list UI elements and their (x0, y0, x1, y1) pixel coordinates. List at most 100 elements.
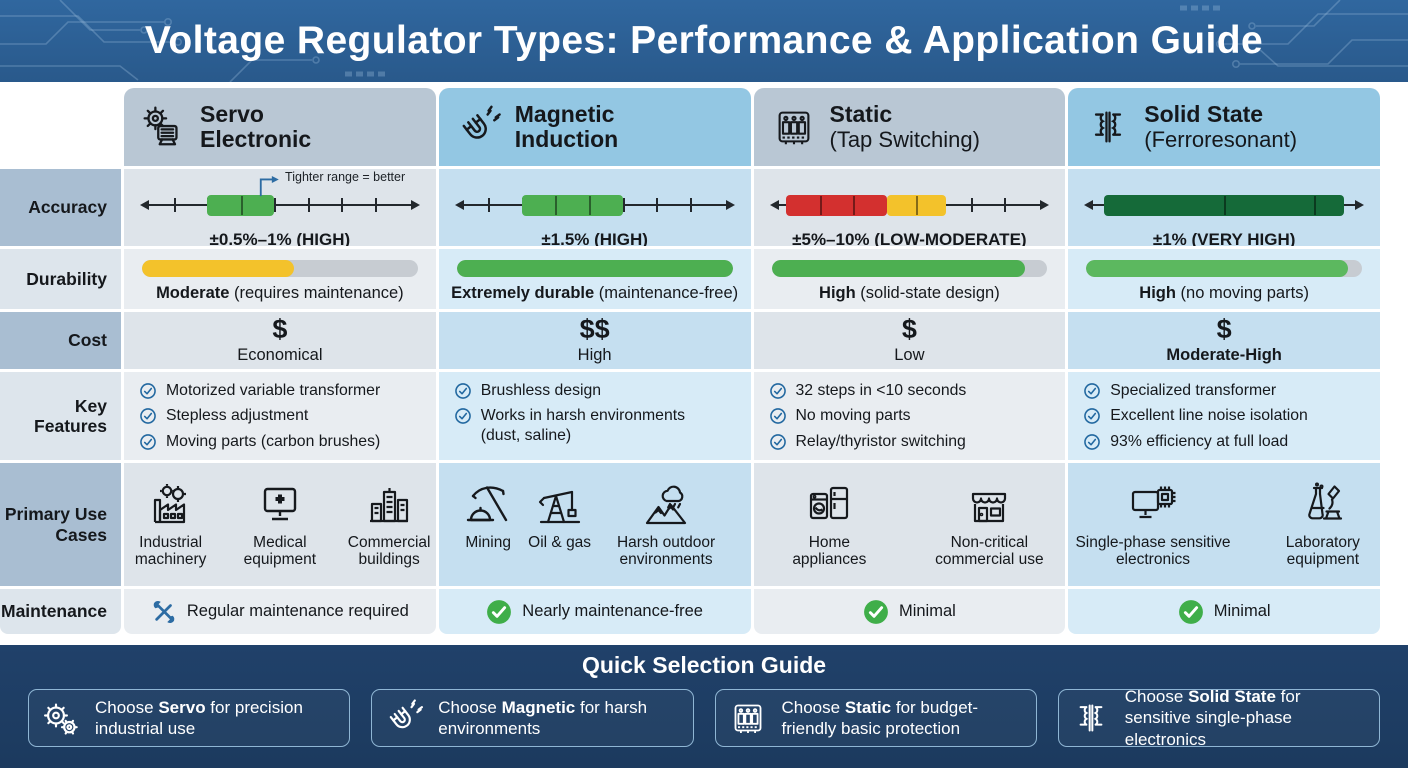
durability-label: Moderate (requires maintenance) (156, 284, 404, 302)
cell-servo-accuracy: Tighter range = better ±0.5%–1% (HIGH) (124, 169, 436, 246)
cell-magnetic-maintenance: Nearly maintenance-free (438, 589, 751, 634)
accuracy-scale (454, 191, 735, 221)
feature-item: Relay/thyristor switching (769, 432, 1058, 451)
use-case-item: Commercial buildings (343, 476, 436, 569)
guide-card-text: Choose Servo for precision industrial us… (95, 697, 303, 738)
feature-item: Motorized variable transformer (139, 381, 428, 400)
feature-item: Moving parts (carbon brushes) (139, 432, 428, 451)
use-case-item: Industrial machinery (124, 476, 217, 569)
cell-servo-use-cases: Industrial machinery Medical equipment C… (124, 463, 436, 586)
check-circle-icon (139, 433, 157, 451)
cell-solid-use-cases: Single-phase sensitive electronics Labor… (1068, 463, 1380, 586)
feature-item: Specialized transformer (1083, 381, 1372, 400)
cell-solid-accuracy: ±1% (VERY HIGH) (1068, 169, 1380, 246)
check-circle-icon (139, 407, 157, 425)
feature-item: Works in harsh environments (dust, salin… (454, 406, 743, 445)
circuit-pattern-decoration (0, 0, 1408, 82)
guide-card-text: Choose Static for budget-friendly basic … (781, 697, 979, 738)
cell-static-durability: High (solid-state design) (753, 249, 1066, 309)
check-circle-icon (769, 382, 787, 400)
row-label-key-features: Key Features (0, 372, 121, 460)
durability-fill (1086, 260, 1349, 277)
cell-magnetic-use-cases: Mining Oil & gas Harsh outdoor environme… (438, 463, 751, 586)
durability-track (456, 260, 733, 277)
column-title: Magnetic (514, 100, 615, 127)
feature-item: 32 steps in <10 seconds (769, 381, 1058, 400)
cost-label: Low (894, 346, 925, 364)
row-label-accuracy: Accuracy (0, 169, 121, 246)
guide-card-static: Choose Static for budget-friendly basic … (714, 689, 1037, 747)
guide-card-text: Choose Magnetic for harsh environments (438, 697, 648, 738)
feature-item: No moving parts (769, 406, 1058, 425)
check-green-icon (486, 599, 512, 625)
durability-fill (456, 260, 733, 277)
check-circle-icon (769, 407, 787, 425)
cell-solid-durability: High (no moving parts) (1068, 249, 1380, 309)
quick-guide-title: Quick Selection Guide (581, 652, 827, 678)
cell-magnetic-cost: $$ High (438, 312, 751, 369)
check-green-icon (1178, 599, 1204, 625)
durability-track (771, 260, 1048, 277)
accuracy-value: ±0.5%–1% (HIGH) (209, 230, 351, 246)
durability-fill (142, 260, 294, 277)
accuracy-value: ±5%–10% (LOW-MODERATE) (792, 230, 1027, 246)
gear-motor-icon (141, 104, 187, 150)
check-circle-icon (454, 407, 472, 425)
page-title: Voltage Regulator Types: Performance & A… (144, 19, 1264, 62)
comparison-table: Servo Electronic Magnetic Induction Static… (0, 88, 1380, 634)
magnet-icon (456, 104, 502, 150)
lab-equipment-icon (1299, 481, 1347, 529)
durability-label: High (solid-state design) (819, 284, 1000, 302)
cost-symbol: $ (272, 314, 288, 344)
durability-track (142, 260, 418, 277)
accuracy-value: ±1.5% (HIGH) (541, 230, 648, 246)
durability-label: High (no moving parts) (1139, 284, 1309, 302)
use-case-item: Mining (464, 476, 512, 551)
cost-label: Moderate-High (1166, 346, 1282, 364)
durability-label: Extremely durable (maintenance-free) (451, 284, 739, 302)
oil-pump-icon (536, 481, 584, 529)
buildings-icon (365, 481, 413, 529)
cost-label: Economical (237, 346, 323, 364)
magnet-icon (384, 698, 424, 738)
mountains-rain-icon (642, 481, 690, 529)
accuracy-scale (1084, 191, 1364, 221)
cell-static-features: 32 steps in <10 seconds No moving parts … (753, 372, 1066, 460)
accuracy-scale (140, 191, 420, 221)
durability-fill (771, 260, 1026, 277)
transformer-icon (1071, 698, 1111, 738)
check-circle-icon (769, 433, 787, 451)
cell-solid-maintenance: Minimal (1068, 589, 1380, 634)
check-circle-icon (1083, 382, 1101, 400)
guide-card-text: Choose Solid State for sensitive single-… (1124, 687, 1301, 749)
check-circle-icon (1083, 407, 1101, 425)
use-case-item: Non-critical commercial use (930, 476, 1048, 569)
quick-selection-guide: Quick Selection Guide Choose Servo for p… (0, 645, 1408, 768)
page-header: Voltage Regulator Types: Performance & A… (0, 0, 1408, 82)
factory-icon (147, 481, 195, 529)
guide-card-magnetic: Choose Magnetic for harsh environments (371, 689, 694, 747)
guide-card-solid-state: Choose Solid State for sensitive single-… (1057, 687, 1380, 749)
accuracy-value: ±1% (VERY HIGH) (1152, 230, 1296, 246)
cell-static-maintenance: Minimal (753, 589, 1066, 634)
cell-magnetic-durability: Extremely durable (maintenance-free) (438, 249, 751, 309)
check-circle-icon (454, 382, 472, 400)
check-circle-icon (1083, 433, 1101, 451)
column-header-static: Static (Tap Switching) (753, 88, 1066, 166)
cell-servo-cost: $ Economical (124, 312, 436, 369)
column-subtitle: (Tap Switching) (829, 126, 980, 152)
check-green-icon (863, 599, 889, 625)
cell-servo-durability: Moderate (requires maintenance) (124, 249, 436, 309)
appliances-icon (805, 481, 853, 529)
column-header-magnetic: Magnetic Induction (438, 88, 751, 166)
cell-magnetic-accuracy: ±1.5% (HIGH) (438, 169, 751, 246)
cost-symbol: $ (901, 314, 917, 344)
use-case-item: Medical equipment (233, 476, 326, 569)
cell-solid-cost: $ Moderate-High (1068, 312, 1380, 369)
cost-symbol: $$ (579, 314, 610, 344)
check-circle-icon (139, 382, 157, 400)
row-label-maintenance: Maintenance (0, 589, 121, 634)
row-label-durability: Durability (0, 249, 121, 309)
pickaxe-icon (464, 481, 512, 529)
circuit-board-icon (771, 104, 817, 150)
